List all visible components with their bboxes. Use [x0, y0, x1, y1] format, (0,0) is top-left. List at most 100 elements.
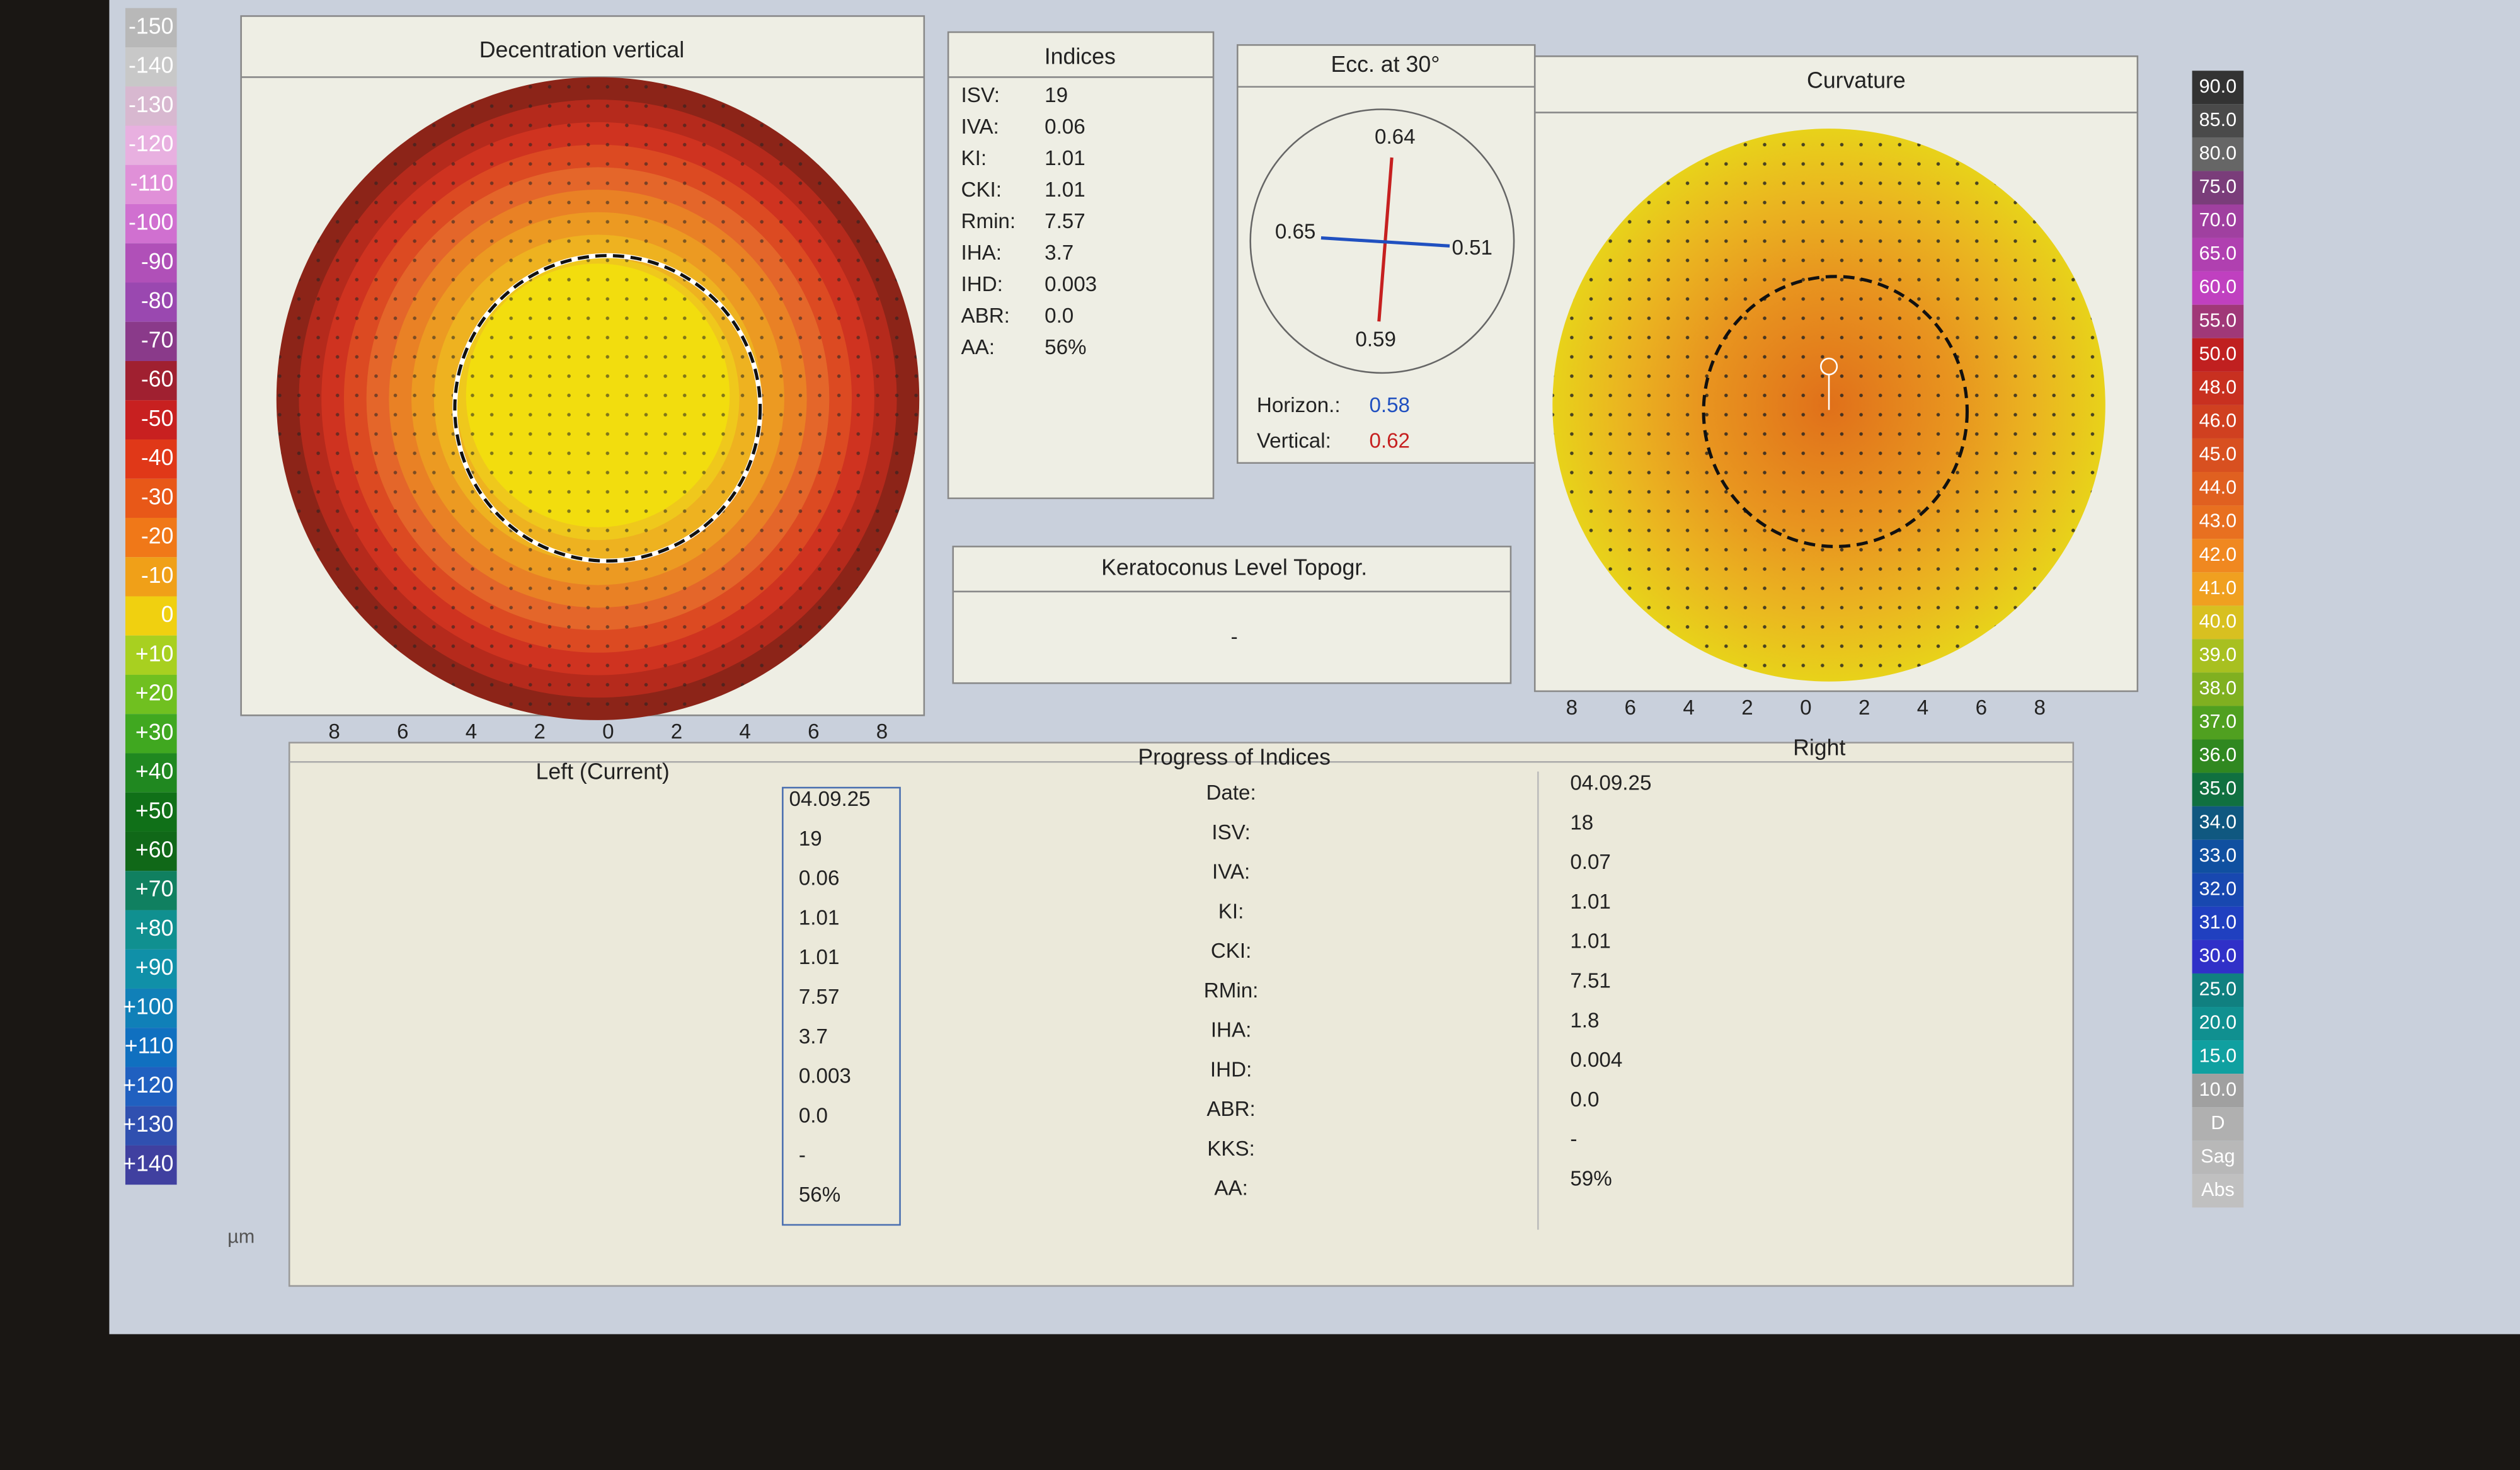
ecc-horizontal-label: Horizon.:: [1257, 394, 1341, 417]
curvature-title: Curvature: [1807, 68, 1906, 93]
index-value: 1.01: [1045, 178, 1085, 202]
scale-label: 36.0: [2199, 744, 2237, 766]
scale-swatch: [125, 8, 177, 48]
scale-swatch: [2192, 1040, 2244, 1074]
scale-swatch: [125, 635, 177, 675]
scale-swatch: [125, 243, 177, 283]
scale-swatch: [2192, 639, 2244, 673]
axis-tick-label: 4: [739, 720, 750, 744]
scale-label: -70: [141, 327, 174, 352]
scale-swatch: [125, 871, 177, 910]
scale-label: 55.0: [2199, 309, 2237, 331]
scale-swatch: [125, 1106, 177, 1146]
scale-swatch: [125, 1067, 177, 1106]
scale-label: 15.0: [2199, 1045, 2237, 1067]
ecc-right: 0.51: [1452, 236, 1492, 260]
left-value: -: [799, 1144, 806, 1167]
scale-swatch: [2192, 539, 2244, 573]
row-label: ABR:: [1206, 1098, 1255, 1121]
scale-label: -60: [141, 367, 174, 392]
row-label: Date:: [1206, 781, 1256, 805]
scale-label: 34.0: [2199, 811, 2237, 832]
axis-tick-label: 6: [1976, 696, 1987, 720]
scale-label: 41.0: [2199, 577, 2237, 599]
ecc-vertical-label: Vertical:: [1257, 429, 1331, 452]
left-value: 3.7: [799, 1025, 828, 1048]
scale-swatch: [2192, 672, 2244, 706]
scale-label: 44.0: [2199, 477, 2237, 498]
row-label: CKI:: [1211, 939, 1251, 963]
ecc-circle: [1249, 108, 1515, 374]
scale-swatch: [125, 557, 177, 597]
scale-swatch: [125, 164, 177, 204]
keratoconus-title: Keratoconus Level Topogr.: [1101, 555, 1367, 580]
axis-tick-label: 0: [602, 720, 614, 744]
index-label: ABR:: [961, 304, 1010, 328]
scale-label: 31.0: [2199, 911, 2237, 933]
scale-label: 80.0: [2199, 142, 2237, 164]
scale-swatch: [2192, 939, 2244, 973]
scale-label: 40.0: [2199, 611, 2237, 632]
scale-label: 25.0: [2199, 979, 2237, 1000]
index-label: ISV:: [961, 84, 1000, 107]
scale-swatch: [125, 125, 177, 165]
scale-label: +70: [135, 876, 174, 902]
scale-swatch: [125, 86, 177, 126]
row-label: IVA:: [1212, 861, 1250, 884]
scale-swatch: [2192, 906, 2244, 940]
index-value: 0.06: [1045, 115, 1085, 139]
index-value: 19: [1045, 84, 1068, 107]
axis-tick-label: 6: [808, 720, 819, 744]
scale-label: -30: [141, 484, 174, 509]
progress-left-title: Left (Current): [536, 759, 669, 784]
scale-label: 85.0: [2199, 109, 2237, 130]
scale-label: 46.0: [2199, 410, 2237, 432]
scale-label: 0: [161, 602, 174, 627]
ecc-bottom: 0.59: [1355, 328, 1396, 352]
scale-swatch: [2192, 1107, 2244, 1141]
scale-swatch: [2192, 706, 2244, 740]
ecc-left: 0.65: [1275, 221, 1316, 244]
left-value: 0.06: [799, 867, 840, 890]
progress-panel: [288, 742, 2075, 1287]
scale-label: 50.0: [2199, 343, 2237, 364]
scale-swatch: [2192, 772, 2244, 807]
right-value: 1.8: [1570, 1009, 1599, 1032]
scale-label: -110: [130, 170, 174, 195]
scale-swatch: [2192, 71, 2244, 105]
keratoconus-panel: [952, 546, 1512, 684]
pupil-outline: [453, 254, 762, 563]
index-label: AA:: [961, 336, 995, 359]
scale-swatch: [125, 439, 177, 479]
scale-label: -120: [129, 131, 173, 156]
scale-label: -40: [141, 445, 174, 470]
scale-swatch: [125, 792, 177, 832]
right-value: 1.01: [1570, 930, 1611, 953]
scale-label: +40: [135, 759, 174, 784]
index-value: 0.003: [1045, 273, 1097, 296]
scale-swatch: [2192, 204, 2244, 238]
scale-swatch: [2192, 606, 2244, 640]
scale-swatch: [2192, 839, 2244, 873]
row-label: RMin:: [1204, 979, 1259, 1002]
scale-label: 43.0: [2199, 510, 2237, 532]
left-value: 04.09.25: [789, 788, 871, 811]
right-value: 0.0: [1570, 1088, 1599, 1111]
scale-label: -50: [141, 406, 174, 431]
scale-label: 38.0: [2199, 677, 2237, 699]
scale-label: -90: [141, 249, 174, 274]
scale-label: -140: [129, 53, 173, 78]
scale-swatch: [125, 753, 177, 793]
decentration-map: [276, 77, 920, 720]
scale-label: +20: [135, 680, 174, 706]
axis-tick-label: 4: [1917, 696, 1928, 720]
pupil-outline: [1702, 275, 1969, 548]
scale-swatch: [2192, 137, 2244, 171]
scale-label: 39.0: [2199, 644, 2237, 665]
scale-label: 30.0: [2199, 945, 2237, 967]
row-label: KKS:: [1207, 1137, 1255, 1161]
scale-swatch: [125, 282, 177, 322]
axis-tick-label: 2: [1858, 696, 1870, 720]
row-label: KI:: [1218, 900, 1244, 923]
